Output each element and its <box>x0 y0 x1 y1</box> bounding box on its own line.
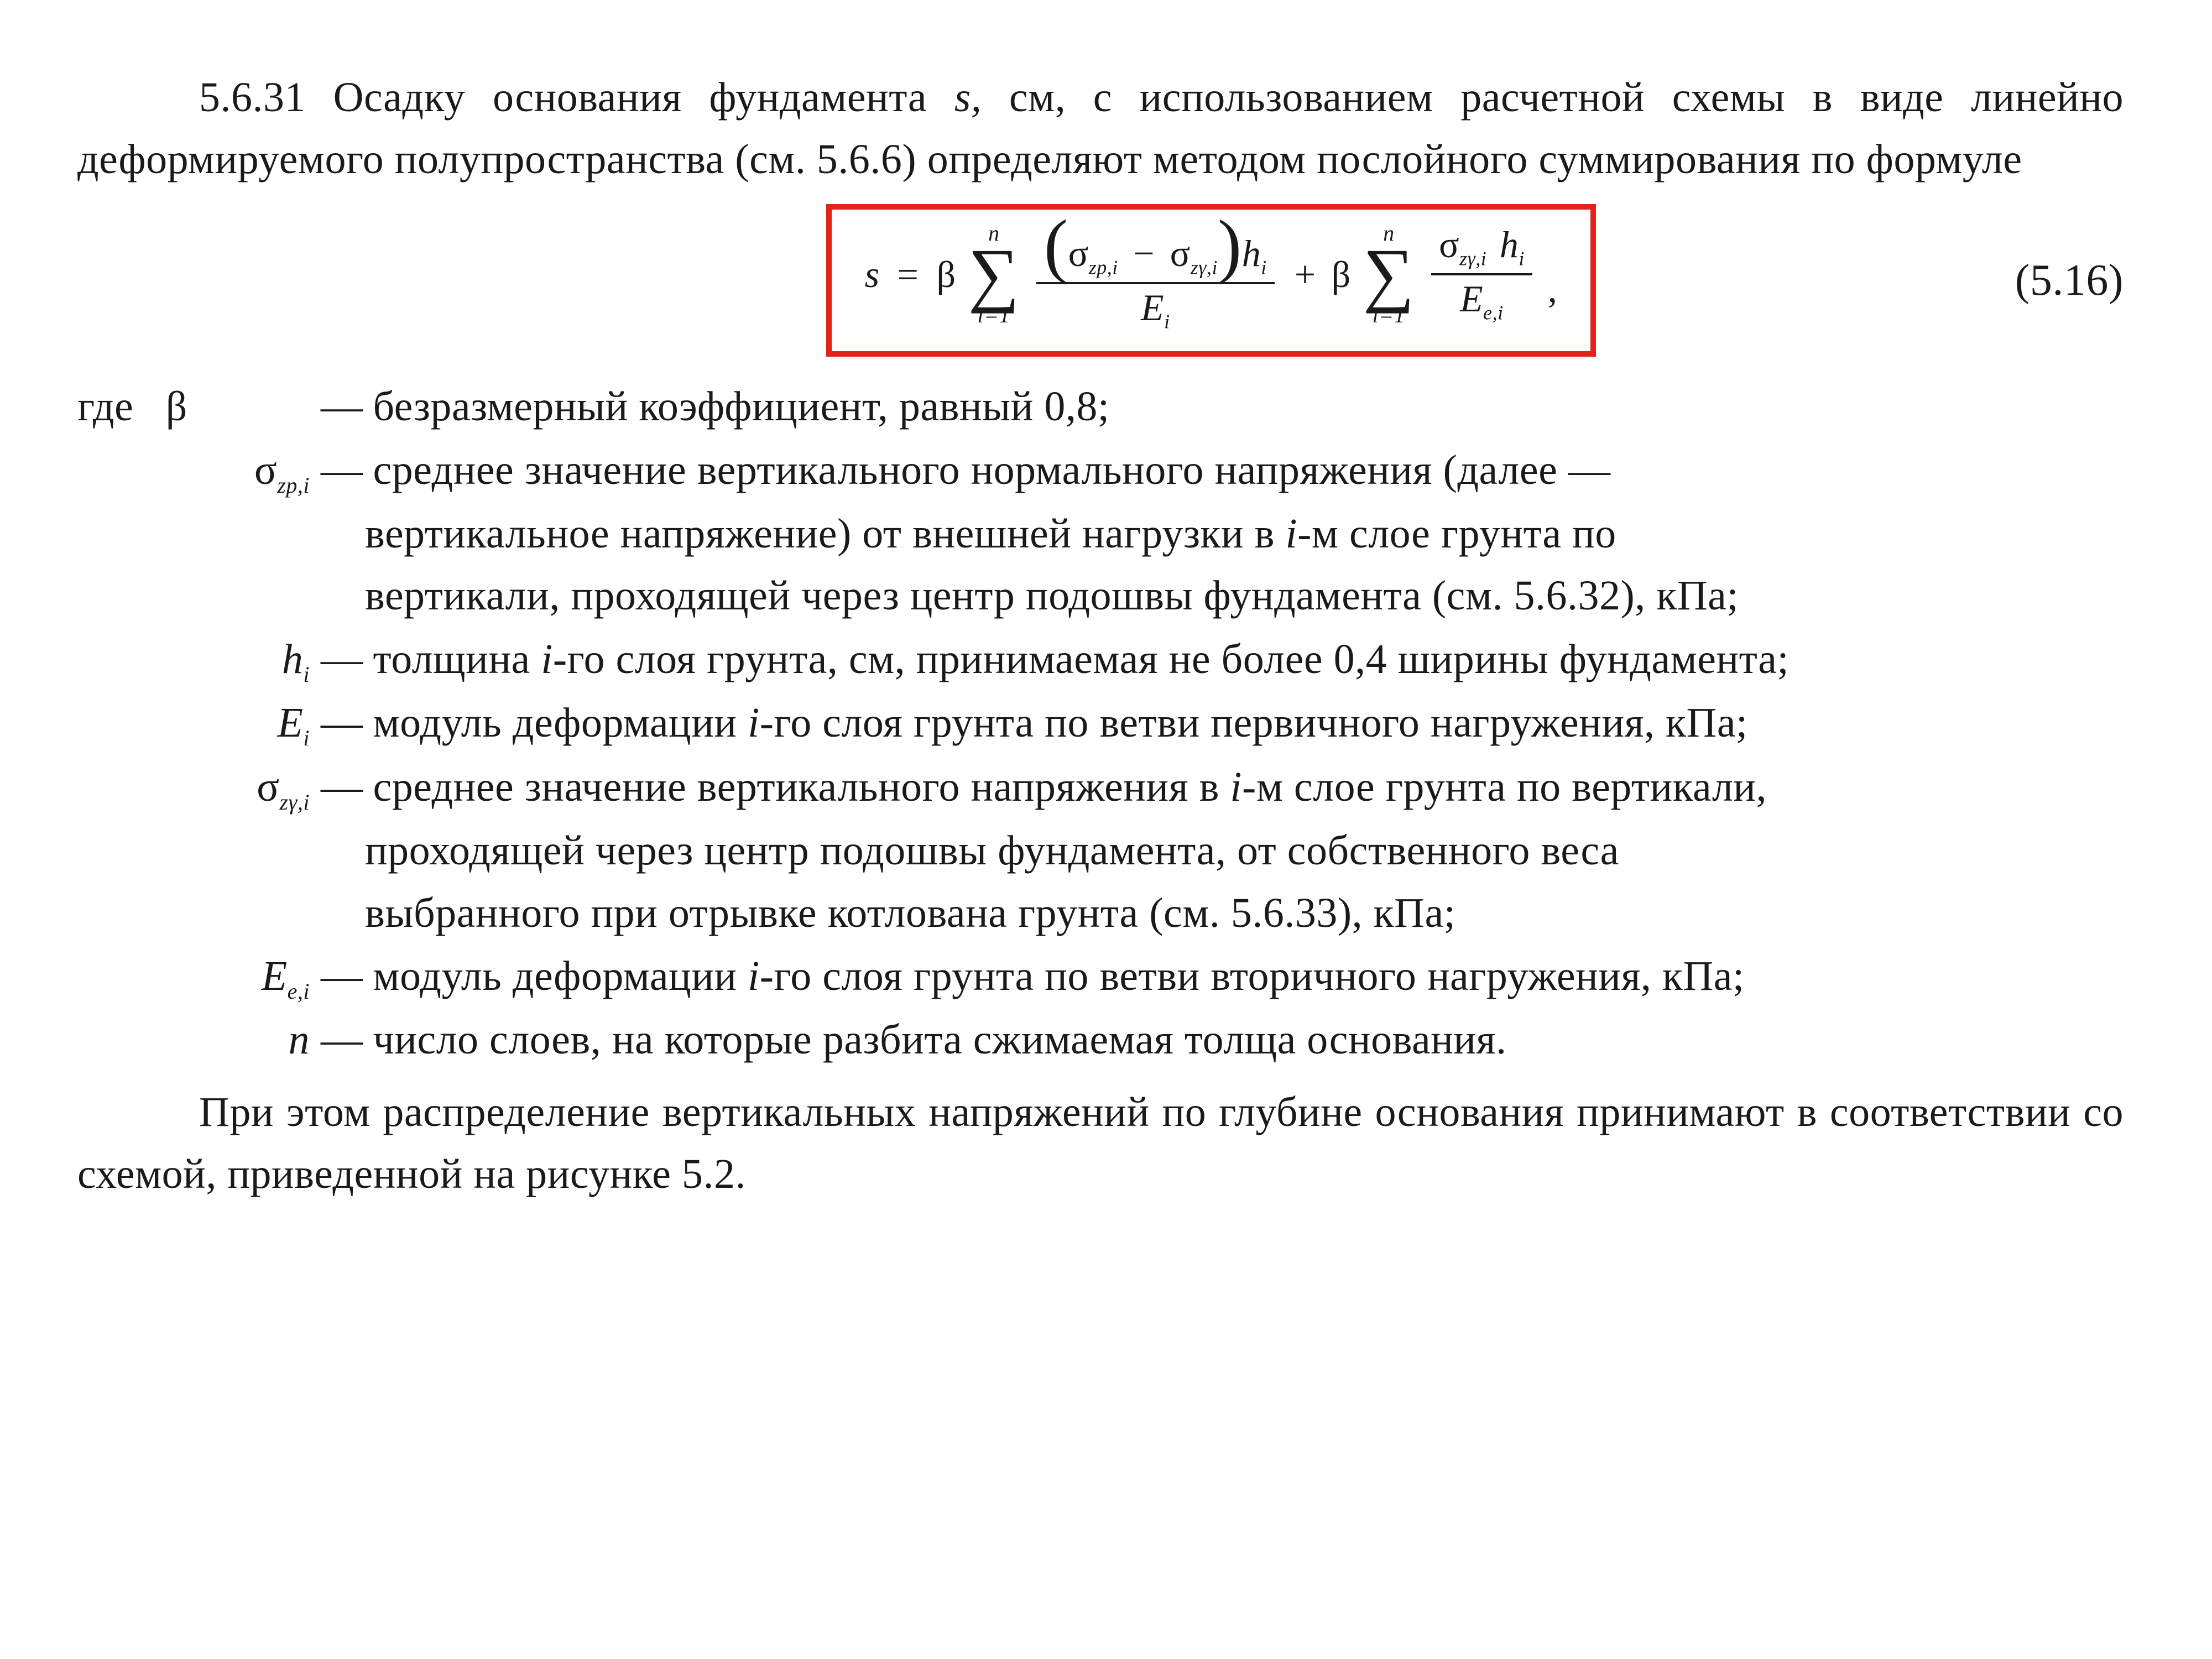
trailing-comma: , <box>1545 262 1558 334</box>
plus-sign: + <box>1287 247 1324 302</box>
def-sigma-zgi-l2: проходящей через центр подошвы фундамент… <box>77 820 2124 881</box>
coef-beta-1: β <box>937 247 956 302</box>
definitions-block: где β — безразмерный коэффициент, равный… <box>77 375 2124 1071</box>
equals-sign: = <box>898 247 919 302</box>
numerator-1: (σzp,i − σzγ,i)hi <box>1036 215 1275 280</box>
lhs-s: s <box>865 247 880 302</box>
def-row-Eei: Ee,i — модуль деформации i-го слоя грунт… <box>77 945 2124 1008</box>
denominator-1: Ei <box>1133 286 1178 334</box>
sigma-sub-1: zp,i <box>277 473 310 498</box>
dash-6: — <box>316 1009 373 1071</box>
def-Eei-text: модуль деформации i-го слоя грунта по ве… <box>373 945 2124 1007</box>
sym-Eei: Ee,i <box>77 945 316 1008</box>
sigma-glyph-2: ∑ <box>1363 246 1415 303</box>
sigma-a-sub: zp,i <box>1089 257 1118 279</box>
intro-paragraph: 5.6.31 Осадку основания фундамента s, см… <box>77 66 2124 191</box>
dash-3: — <box>316 692 373 754</box>
sigma-sub-2: zγ,i <box>280 790 310 815</box>
def-row-beta: где β — безразмерный коэффициент, равный… <box>77 375 2124 437</box>
E-1: E <box>1141 286 1164 328</box>
minus-1: − <box>1128 232 1160 274</box>
def-row-hi: hi — толщина i-го слоя грунта, см, прини… <box>77 628 2124 691</box>
def-row-sigma-zpi: σzp,i — среднее значение вертикального н… <box>77 439 2124 502</box>
h-main: h <box>282 636 304 682</box>
n-main: n <box>289 1016 310 1063</box>
h-1-sub: i <box>1261 257 1267 279</box>
E-2-sub: e,i <box>1483 302 1503 324</box>
formula-number: (5.16) <box>1924 248 2124 313</box>
def-sigma-zpi-l1: среднее значение вертикального нормально… <box>373 439 2124 501</box>
h-2: h <box>1496 223 1519 265</box>
where-label: где <box>77 383 133 430</box>
sum-operator-2: n ∑ i=1 <box>1363 222 1415 326</box>
coef-beta-2: β <box>1332 247 1351 302</box>
dash-0: — <box>316 375 373 437</box>
lparen-1: ( <box>1044 221 1068 271</box>
def-Ei-text: модуль деформации i-го слоя грунта по ве… <box>373 692 2124 754</box>
sigma-c: σ <box>1439 223 1459 265</box>
h-2-sub: i <box>1519 248 1525 270</box>
E-2: E <box>1460 278 1483 320</box>
def-row-n: n — число слоев, на которые разбита сжим… <box>77 1009 2124 1071</box>
sigma-b: σ <box>1170 232 1191 274</box>
numerator-2: σzγ,i hi <box>1431 223 1532 271</box>
where-and-beta: где β <box>77 375 316 437</box>
formula-highlight-box: s = β n ∑ i=1 (σzp,i − σzγ,i)hi <box>826 204 1597 357</box>
def-sigma-zgi-l3: выбранного при отрывке котлована грунта … <box>77 882 2124 944</box>
def-sigma-zpi-l2: вертикальное напряжение) от внешней нагр… <box>77 503 2124 565</box>
fraction-2: σzγ,i hi Ee,i <box>1431 223 1532 325</box>
dash-2: — <box>316 628 373 690</box>
sum-bottom-2: i=1 <box>1373 304 1406 326</box>
sigma-a: σ <box>1068 232 1089 274</box>
sigma-b-sub: zγ,i <box>1191 257 1218 279</box>
sym-n: n <box>77 1009 316 1071</box>
def-n-text: число слоев, на которые разбита сжимаема… <box>373 1009 2124 1071</box>
sigma-c-sub: zγ,i <box>1459 248 1486 270</box>
def-row-Ei: Ei — модуль деформации i-го слоя грунта … <box>77 692 2124 754</box>
closing-paragraph: При этом распределение вертикальных напр… <box>77 1081 2124 1206</box>
fraction-1: (σzp,i − σzγ,i)hi Ei <box>1036 215 1275 333</box>
E-main-2: E <box>262 953 288 999</box>
E-sub-1: i <box>303 726 310 750</box>
def-hi-text: толщина i-го слоя грунта, см, принимаема… <box>373 628 2124 690</box>
formula-expression: s = β n ∑ i=1 (σzp,i − σzγ,i)hi <box>865 215 1558 333</box>
intro-text: 5.6.31 Осадку основания фундамента s, см… <box>77 74 2124 182</box>
frac-bar-2 <box>1431 273 1532 275</box>
E-1-sub: i <box>1164 310 1170 332</box>
h-1: h <box>1242 232 1261 274</box>
sym-hi: hi <box>77 628 316 691</box>
E-main-1: E <box>277 700 303 746</box>
sym-beta: β <box>166 383 187 430</box>
denominator-2: Ee,i <box>1452 278 1511 325</box>
dash-5: — <box>316 945 373 1007</box>
sum-bottom-1: i=1 <box>977 304 1010 326</box>
h-sub: i <box>303 662 310 687</box>
sigma-main-2: σ <box>257 764 279 810</box>
formula-row: s = β n ∑ i=1 (σzp,i − σzγ,i)hi <box>77 204 2124 357</box>
sigma-glyph-1: ∑ <box>968 246 1020 303</box>
def-row-sigma-zgi: σzγ,i — среднее значение вертикального н… <box>77 756 2124 818</box>
def-sigma-zgi-l1: среднее значение вертикального напряжени… <box>373 756 2124 818</box>
sigma-main-1: σ <box>254 447 277 493</box>
def-beta-text: безразмерный коэффициент, равный 0,8; <box>373 375 2124 437</box>
def-sigma-zpi-l3: вертикали, проходящей через центр подошв… <box>77 565 2124 627</box>
E-sub-2: e,i <box>288 979 310 1004</box>
sym-Ei: Ei <box>77 692 316 754</box>
document-page: 5.6.31 Осадку основания фундамента s, см… <box>0 0 2212 1659</box>
dash-4: — <box>316 756 373 818</box>
rparen-1: ) <box>1218 221 1242 271</box>
dash-1: — <box>316 439 373 501</box>
sym-sigma-zpi: σzp,i <box>77 439 316 502</box>
sym-sigma-zgi: σzγ,i <box>77 756 316 818</box>
sum-operator-1: n ∑ i=1 <box>968 222 1020 326</box>
